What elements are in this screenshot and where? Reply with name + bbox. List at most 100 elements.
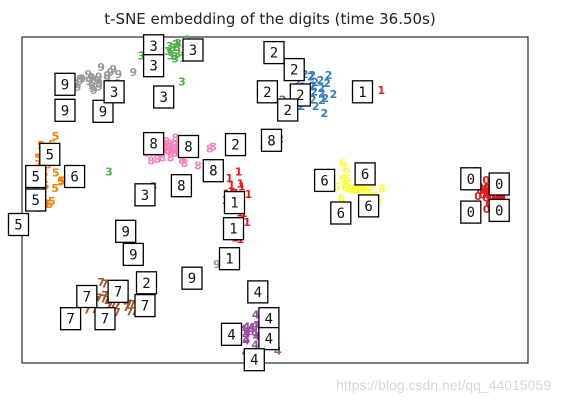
digit-point: 2	[325, 69, 333, 82]
thumbnail-frame	[283, 57, 305, 82]
digit-thumbnail: 4	[220, 322, 243, 346]
digit-thumbnail: 8	[142, 131, 165, 156]
digit-point: 2	[294, 76, 302, 89]
digit-thumbnail: 5	[39, 142, 61, 167]
digit-point: 8	[164, 140, 172, 153]
thumbnail-digit: 2	[270, 46, 278, 62]
thumbnail-frame	[247, 280, 269, 304]
digit-point: 8	[178, 154, 186, 167]
digit-point: 9	[95, 81, 103, 94]
chart-title: t-SNE embedding of the digits (time 36.5…	[104, 10, 435, 28]
digit-point: 9	[88, 71, 96, 84]
digit-thumbnail: 0	[488, 198, 510, 223]
digit-point: 6	[345, 182, 353, 195]
digit-thumbnail: 2	[283, 57, 305, 82]
thumbnail-digit: 4	[254, 285, 262, 301]
thumbnail-frame	[54, 98, 76, 122]
thumbnail-frame	[134, 293, 156, 318]
digit-point: 7	[128, 298, 136, 311]
thumbnail-digit: 8	[184, 140, 192, 156]
digit-point: 8	[172, 132, 180, 145]
digit-point: 8	[159, 152, 167, 165]
digit-point: 3	[166, 40, 174, 53]
digit-point: 7	[103, 293, 111, 306]
digit-point: 9	[87, 72, 95, 85]
thumbnail-digit: 3	[141, 188, 149, 204]
thumbnail-digit: 7	[66, 312, 74, 328]
thumbnail-digit: 9	[121, 224, 129, 240]
thumbnail-frame	[92, 99, 114, 123]
digit-point: 6	[378, 183, 386, 196]
digit-point: 5	[52, 166, 60, 179]
digit-point: 9	[93, 74, 101, 87]
digit-point: 7	[97, 276, 105, 289]
digit-point: 4	[252, 308, 260, 321]
digit-point: 9	[107, 66, 115, 79]
digit-thumbnail: 2	[263, 40, 285, 65]
thumbnail-digit: 4	[265, 312, 273, 328]
digit-thumbnail: 3	[142, 54, 165, 78]
digit-point: 8	[153, 153, 161, 166]
digit-point: 4	[243, 333, 251, 346]
digit-point: 3	[137, 49, 145, 62]
thumbnail-frame	[260, 128, 283, 152]
digit-point: 8	[194, 160, 202, 173]
thumbnail-frame	[354, 162, 376, 186]
thumbnail-digit: 5	[14, 218, 22, 234]
thumbnail-frame	[222, 217, 245, 241]
thumbnail-digit: 3	[149, 39, 157, 55]
thumbnail-digit: 3	[110, 85, 118, 101]
thumbnail-frame	[488, 198, 510, 223]
digit-point: 5	[57, 176, 65, 189]
digit-thumbnail: 9	[122, 242, 144, 267]
digit-thumbnail: 6	[357, 194, 380, 218]
digit-point: 0	[495, 191, 503, 204]
digit-point: 6	[346, 183, 354, 196]
thumbnail-digit: 7	[114, 284, 122, 300]
digit-point: 0	[483, 182, 491, 195]
thumbnail-digit: 4	[265, 332, 273, 348]
thumbnail-frame	[330, 201, 352, 225]
digit-point: 6	[332, 181, 340, 194]
digit-thumbnail: 6	[63, 164, 86, 189]
digit-thumbnail: 8	[177, 134, 200, 159]
digit-point: 8	[164, 144, 172, 157]
digit-point: 2	[310, 86, 318, 99]
thumbnail-frame	[94, 307, 116, 331]
stray-digit-point: 3	[178, 76, 186, 89]
thumbnail-frame	[488, 172, 510, 196]
digit-point: 7	[101, 289, 109, 302]
stray-digit-point: 3	[105, 165, 113, 178]
digit-point: 0	[498, 192, 506, 205]
thumbnail-digit: 1	[229, 222, 237, 238]
digit-point: 6	[343, 172, 351, 185]
digit-thumbnail: 7	[107, 279, 129, 303]
thumbnail-frame	[258, 326, 280, 351]
digit-thumbnail: 0	[460, 167, 482, 191]
thumbnail-digit: 9	[99, 104, 107, 120]
digit-thumbnail: 1	[351, 80, 374, 104]
thumbnail-frame	[170, 174, 193, 198]
digit-thumbnail: 2	[224, 132, 247, 157]
digit-thumbnail: 2	[277, 98, 299, 122]
digit-point: 7	[100, 293, 108, 306]
digit-point: 6	[350, 184, 358, 197]
digit-point: 4	[274, 345, 282, 358]
digit-point: 2	[312, 100, 320, 113]
digit-point: 1	[245, 188, 253, 201]
thumbnail-digit: 0	[495, 177, 503, 193]
digit-thumbnail: 3	[134, 183, 156, 207]
thumbnail-frame	[313, 168, 336, 193]
thumbnail-frame	[460, 200, 482, 224]
digit-point: 6	[342, 163, 350, 176]
digit-point: 7	[125, 297, 133, 310]
thumbnail-digit: 9	[188, 271, 196, 287]
digit-thumbnail: 3	[142, 34, 165, 58]
digit-point: 9	[90, 73, 98, 86]
digit-point: 4	[248, 321, 256, 334]
digit-thumbnail: 5	[25, 164, 47, 189]
thumbnail-frame	[224, 132, 247, 157]
digit-thumbnail: 7	[59, 307, 82, 331]
digit-point: 2	[307, 70, 315, 83]
thumbnail-digit: 5	[31, 193, 39, 209]
